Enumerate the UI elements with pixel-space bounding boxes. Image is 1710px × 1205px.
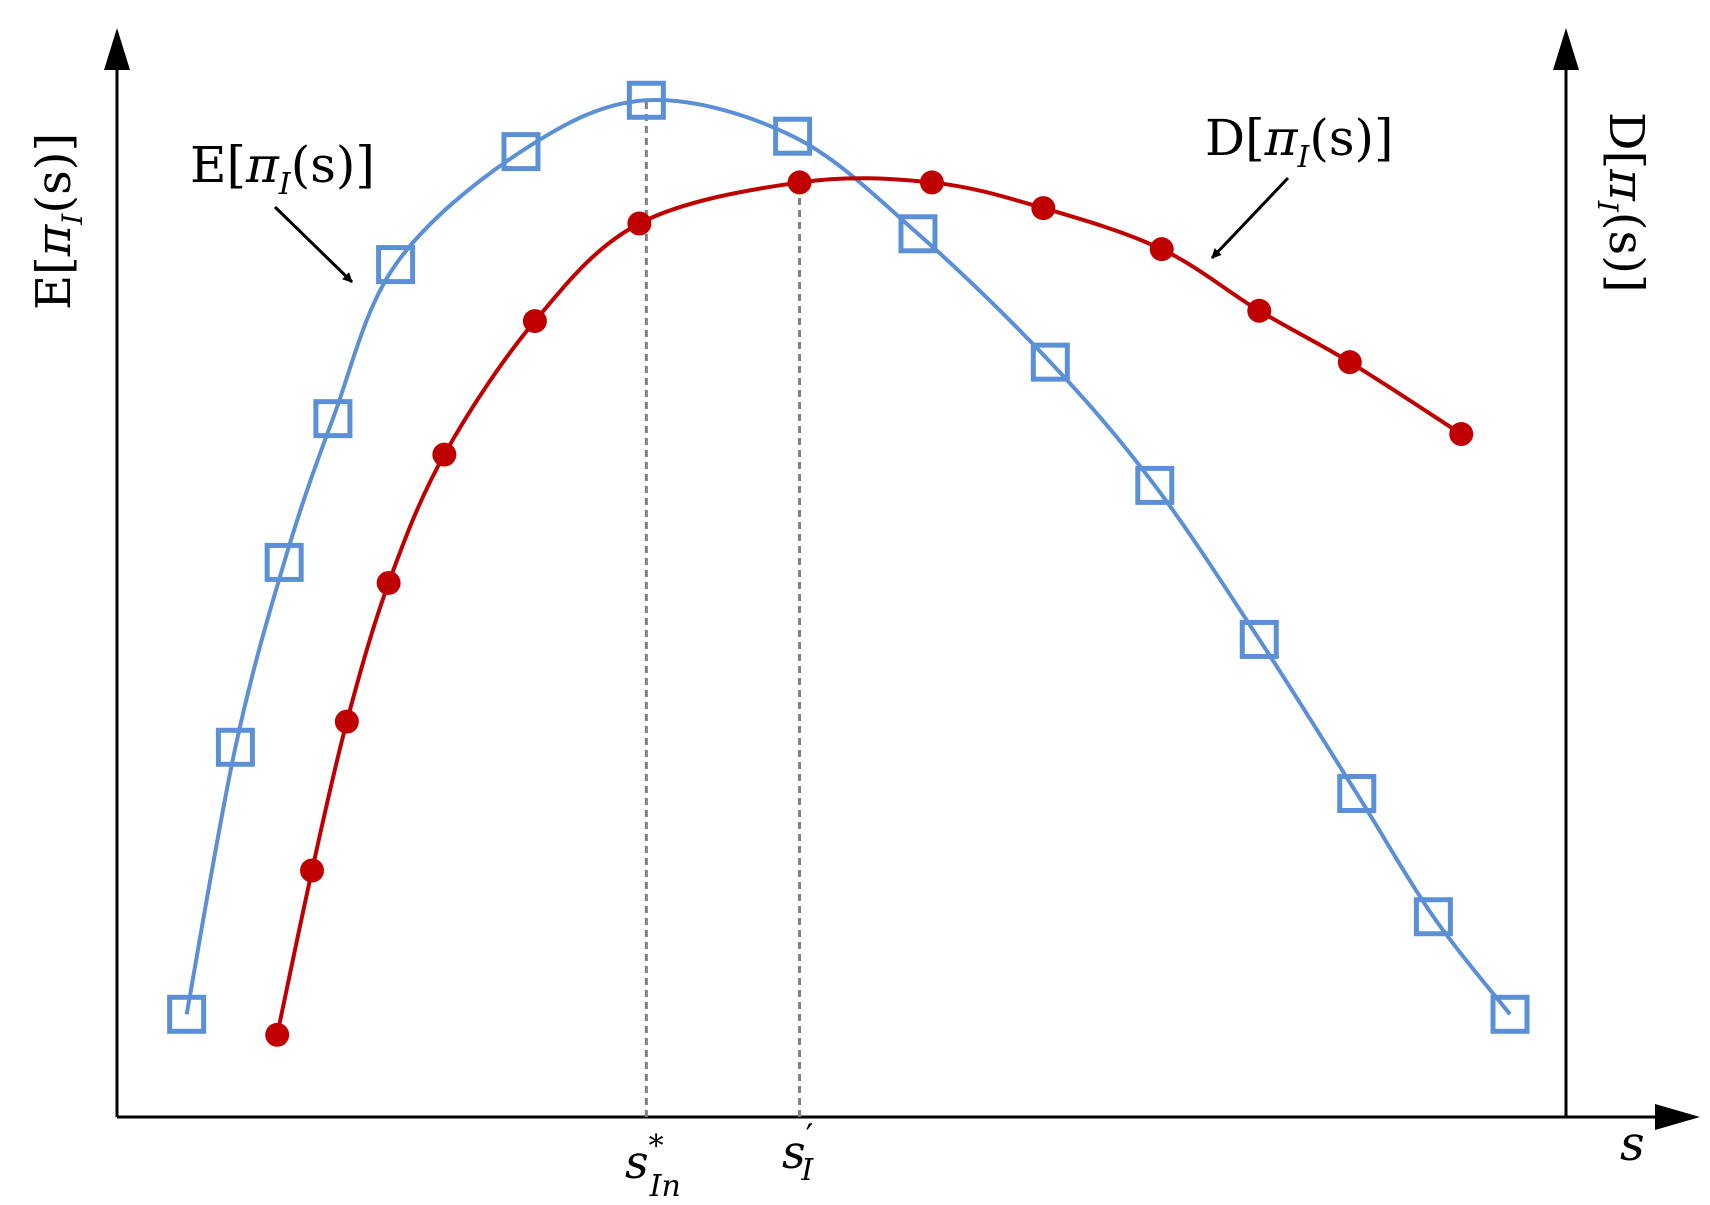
- series-e-point-2: [264, 542, 304, 582]
- annotation-d-label: D[πI(s)]: [1205, 109, 1394, 175]
- series-line-d: [275, 176, 1463, 1036]
- annotation-arrow-d: [1210, 176, 1290, 260]
- x-axis-arrow: [1655, 1104, 1700, 1130]
- series-d-point-3: [376, 570, 401, 595]
- x-axis-label: s: [1620, 1116, 1645, 1172]
- series-e-point-7: [773, 116, 813, 156]
- series-e-point-9: [1030, 342, 1070, 382]
- annotation-arrow-e: [273, 205, 354, 284]
- annotation-e-label: E[πI(s)]: [190, 136, 375, 202]
- reference-lines: [644, 100, 802, 1117]
- y-axis-left-arrow: [104, 28, 130, 70]
- series-e-point-6: [626, 80, 666, 120]
- series-d-point-6: [627, 211, 652, 236]
- series-e-point-11: [1239, 619, 1279, 659]
- series-e-point-1: [215, 727, 255, 767]
- series-d-point-2: [334, 709, 359, 734]
- series-curves: [184, 98, 1512, 1036]
- series-d-point-8: [919, 170, 944, 195]
- series-d-point-4: [432, 442, 457, 467]
- y-axis-right-arrow: [1553, 28, 1579, 70]
- ref-label-s-in-star: s* In: [625, 1129, 681, 1204]
- ref-label-s-i-prime: s′ I: [782, 1117, 814, 1188]
- series-e-point-3: [313, 399, 353, 439]
- series-d-point-1: [300, 858, 325, 883]
- series-e-point-14: [1490, 994, 1530, 1034]
- series-d-point-5: [522, 309, 547, 334]
- series-d-point-9: [1031, 196, 1056, 221]
- series-d-point-7: [787, 170, 812, 195]
- series-e-point-10: [1135, 465, 1175, 505]
- series-d-point-0: [265, 1022, 290, 1047]
- series-d-point-11: [1247, 298, 1272, 323]
- series-e-point-4: [376, 245, 416, 285]
- series-e-point-12: [1337, 773, 1377, 813]
- y-axis-right-label: D[πI(s)]: [1591, 112, 1654, 293]
- series-d-point-10: [1149, 237, 1174, 262]
- series-markers: [167, 80, 1530, 1047]
- series-d-point-13: [1449, 422, 1474, 447]
- series-e-point-5: [501, 132, 541, 172]
- series-d-point-12: [1337, 350, 1362, 375]
- series-line-e: [184, 98, 1512, 1016]
- y-axis-left-label: E[πI(s)]: [26, 133, 89, 310]
- series-e-point-0: [167, 994, 207, 1034]
- series-e-point-13: [1413, 897, 1453, 937]
- series-e-point-8: [898, 214, 938, 254]
